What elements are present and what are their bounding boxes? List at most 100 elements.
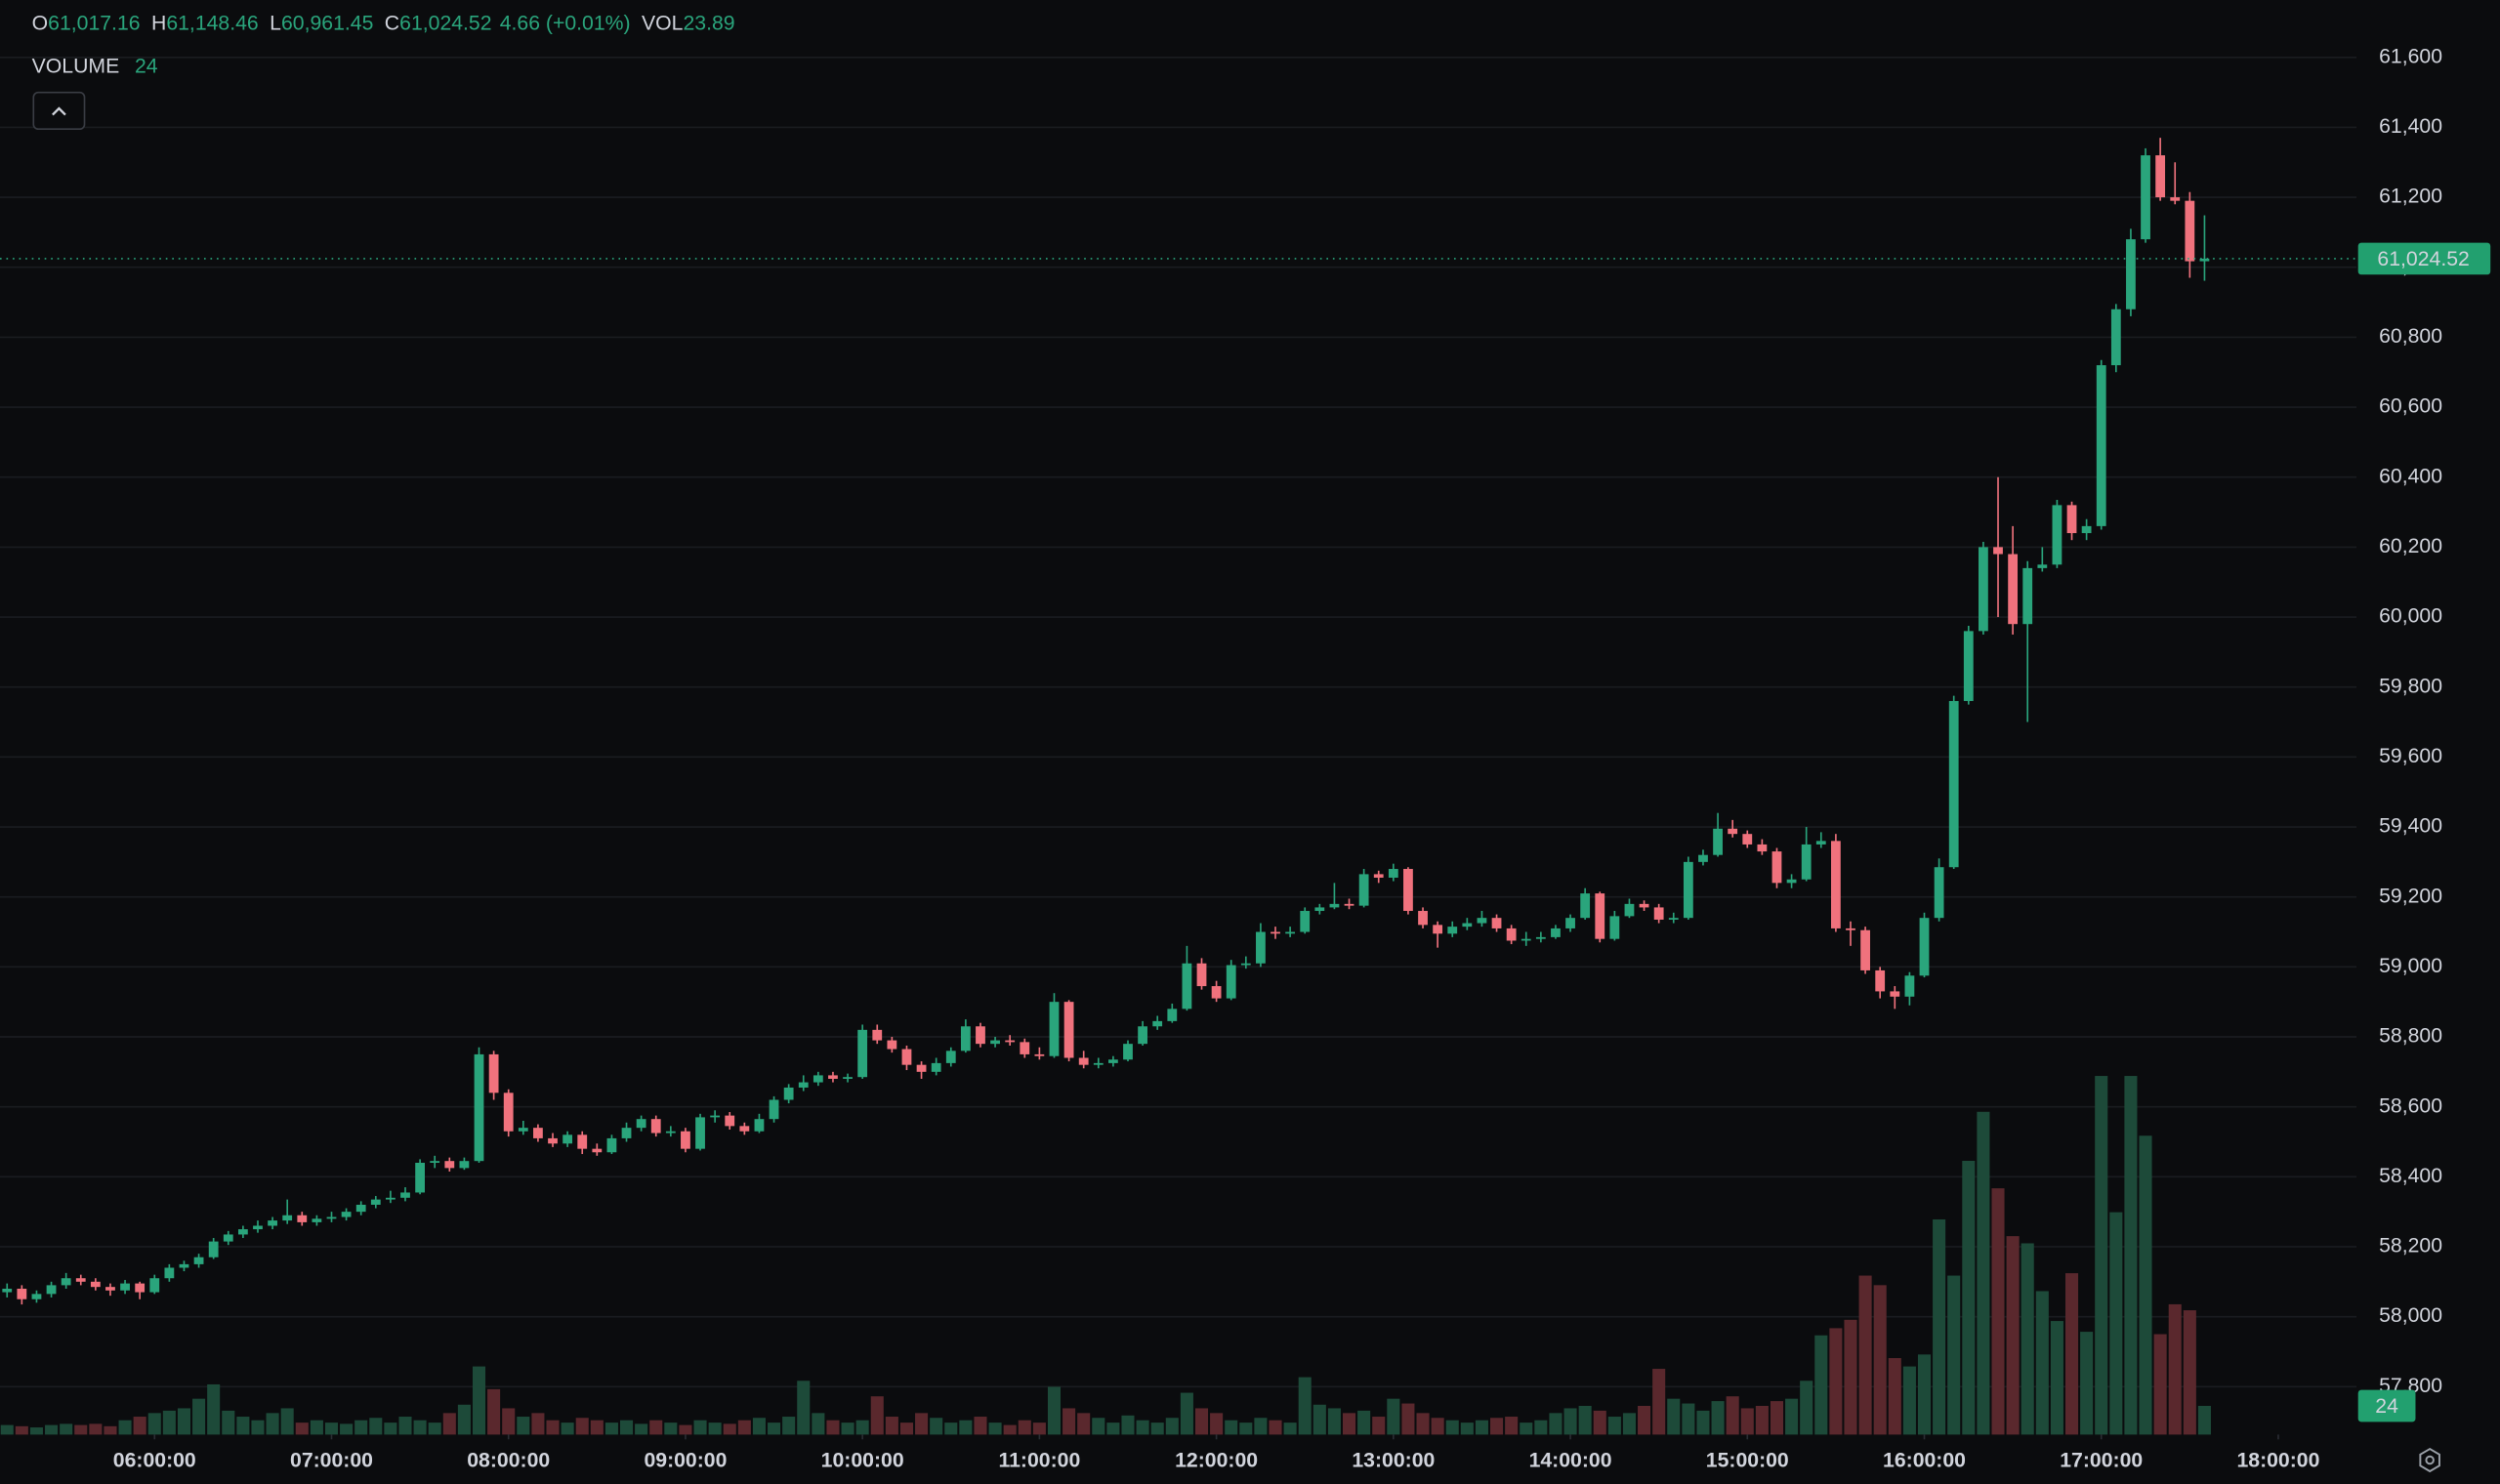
volume-bar — [442, 1413, 456, 1435]
x-tick-label: 08:00:00 — [467, 1450, 550, 1472]
candle-body — [1491, 918, 1502, 928]
volume-bar — [649, 1420, 663, 1435]
candle-body — [223, 1234, 233, 1242]
candle-body — [1786, 879, 1797, 884]
volume-tag-label: 24 — [2375, 1395, 2398, 1418]
candle-body — [2022, 567, 2033, 625]
volume-bar — [1667, 1398, 1681, 1435]
candle-body — [2185, 200, 2195, 262]
candle-body — [1683, 861, 1693, 919]
volume-bar — [0, 1424, 14, 1435]
volume-bar — [1962, 1160, 1976, 1435]
candle-body — [1078, 1057, 1089, 1065]
candle-body — [1742, 834, 1753, 845]
volume-bar — [502, 1408, 516, 1435]
settings-hex[interactable] — [2419, 1447, 2440, 1473]
candle-body — [1196, 963, 1207, 987]
volume-bar — [1682, 1403, 1695, 1435]
candle-body — [341, 1212, 352, 1217]
candle-body — [1535, 936, 1546, 939]
volume-bar — [1092, 1418, 1105, 1435]
volume-bar — [1947, 1275, 1961, 1435]
ohlc-key: L — [270, 12, 281, 34]
y-tick-label: 59,800 — [2379, 675, 2442, 697]
collapse-button[interactable] — [32, 91, 86, 131]
volume-bar — [1800, 1381, 1813, 1435]
candle-body — [2096, 365, 2106, 526]
settings-dot[interactable] — [2425, 1455, 2435, 1465]
candle-body — [976, 1026, 985, 1045]
volume-bar — [1520, 1422, 1533, 1435]
volume-bar — [988, 1422, 1002, 1435]
candle-body — [61, 1278, 71, 1286]
axes: 57,80058,00058,20058,40058,60058,80059,0… — [0, 45, 2491, 1472]
candle-body — [1919, 918, 1930, 976]
candle-body — [901, 1049, 912, 1065]
volume-bar — [870, 1396, 884, 1435]
candle-body — [872, 1029, 883, 1041]
volume-bar — [177, 1408, 191, 1435]
candle-body — [1314, 907, 1325, 912]
volume-bar — [1534, 1420, 1548, 1435]
settings-button[interactable] — [2419, 1447, 2440, 1473]
candle-body — [650, 1119, 661, 1134]
volume-bar — [1018, 1420, 1031, 1435]
candle-body — [1565, 918, 1575, 928]
volume-pane — [0, 1076, 2211, 1435]
candle-body — [783, 1087, 794, 1100]
collapse-button-frame[interactable] — [32, 91, 86, 131]
candle-body — [430, 1161, 440, 1163]
y-tick-label: 58,400 — [2379, 1165, 2442, 1187]
grid — [0, 56, 2357, 1388]
candle-body — [1138, 1026, 1147, 1045]
x-tick-label: 06:00:00 — [113, 1450, 196, 1472]
volume-bar — [604, 1422, 618, 1435]
volume-bar — [295, 1422, 309, 1435]
candle-body — [1728, 828, 1738, 835]
volume-bar — [413, 1420, 427, 1435]
candle-body — [237, 1229, 248, 1235]
volume-bar — [930, 1418, 943, 1435]
candle-body — [562, 1134, 573, 1144]
candle-body — [843, 1077, 853, 1079]
ohlc-key: H — [151, 12, 166, 34]
volume-bar — [1239, 1422, 1253, 1435]
volume-bar — [723, 1423, 736, 1435]
collapse-caret[interactable] — [52, 106, 66, 116]
volume-bar — [133, 1417, 146, 1435]
candle-body — [1152, 1020, 1163, 1027]
volume-bar — [1711, 1401, 1725, 1435]
volume-bar — [162, 1410, 176, 1435]
volume-bar — [1652, 1369, 1666, 1435]
volume-bar — [1180, 1392, 1193, 1435]
candle-body — [208, 1241, 219, 1257]
ohlc-key: O — [32, 12, 49, 34]
volume-bar — [60, 1423, 73, 1435]
candle-body — [1963, 631, 1974, 702]
volume-bar — [324, 1422, 339, 1435]
volume-bar — [1578, 1406, 1592, 1435]
candle-body — [415, 1162, 426, 1193]
candle-body — [577, 1134, 588, 1149]
candle-body — [1668, 918, 1679, 920]
candle-body — [1771, 851, 1782, 884]
y-tick-label: 60,200 — [2379, 535, 2442, 557]
volume-bar — [1121, 1415, 1135, 1435]
x-tick-label: 15:00:00 — [1706, 1450, 1789, 1472]
volume-bar — [619, 1420, 634, 1435]
candle-body — [488, 1053, 499, 1093]
volume-bar — [1638, 1406, 1651, 1435]
candle-body — [1329, 903, 1340, 908]
volume-bar — [398, 1417, 412, 1435]
volume-bar — [15, 1425, 28, 1435]
volume-bar — [797, 1381, 811, 1435]
volume-bar — [590, 1420, 604, 1435]
y-tick-label: 59,600 — [2379, 745, 2442, 767]
volume-bar — [737, 1420, 751, 1435]
candle-body — [1904, 975, 1915, 997]
volume-bar — [1460, 1422, 1474, 1435]
volume-bar — [752, 1418, 766, 1435]
volume-bar — [1991, 1188, 2005, 1435]
candle-body — [1462, 923, 1473, 928]
candle-body — [725, 1115, 735, 1127]
